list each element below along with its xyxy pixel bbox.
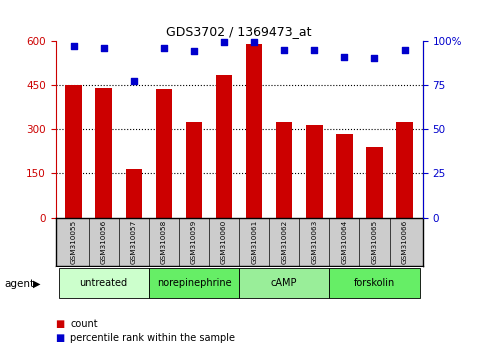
Bar xyxy=(276,122,293,218)
Text: agent: agent xyxy=(5,279,35,289)
Point xyxy=(401,47,409,52)
Bar xyxy=(156,89,172,218)
Text: GSM310063: GSM310063 xyxy=(312,219,317,264)
Text: GSM310058: GSM310058 xyxy=(161,219,167,264)
Point xyxy=(311,47,318,52)
Text: ■: ■ xyxy=(56,319,65,329)
Point xyxy=(130,79,138,84)
Text: count: count xyxy=(70,319,98,329)
Bar xyxy=(329,268,420,298)
Bar xyxy=(58,268,149,298)
Bar xyxy=(366,147,383,218)
Bar xyxy=(65,85,82,218)
Text: GSM310056: GSM310056 xyxy=(100,219,107,264)
Bar xyxy=(96,88,112,218)
Bar xyxy=(216,75,232,218)
Bar xyxy=(149,268,239,298)
Point xyxy=(100,45,108,51)
Text: GSM310066: GSM310066 xyxy=(401,219,408,264)
Text: GSM310065: GSM310065 xyxy=(371,219,378,264)
Title: GDS3702 / 1369473_at: GDS3702 / 1369473_at xyxy=(166,25,312,38)
Bar xyxy=(126,169,142,218)
Text: untreated: untreated xyxy=(80,278,128,288)
Bar xyxy=(185,122,202,218)
Bar xyxy=(239,268,329,298)
Text: ▶: ▶ xyxy=(32,279,40,289)
Text: GSM310057: GSM310057 xyxy=(131,219,137,264)
Bar xyxy=(336,133,353,218)
Text: percentile rank within the sample: percentile rank within the sample xyxy=(70,333,235,343)
Point xyxy=(341,54,348,59)
Point xyxy=(190,48,198,54)
Text: cAMP: cAMP xyxy=(271,278,298,288)
Bar xyxy=(396,122,413,218)
Point xyxy=(280,47,288,52)
Point xyxy=(220,40,228,45)
Point xyxy=(160,45,168,51)
Point xyxy=(70,43,77,49)
Text: GSM310055: GSM310055 xyxy=(71,219,77,264)
Text: GSM310062: GSM310062 xyxy=(281,219,287,264)
Point xyxy=(250,40,258,45)
Text: GSM310061: GSM310061 xyxy=(251,219,257,264)
Point xyxy=(370,56,378,61)
Bar xyxy=(306,125,323,218)
Text: norepinephrine: norepinephrine xyxy=(156,278,231,288)
Text: GSM310059: GSM310059 xyxy=(191,219,197,264)
Text: forskolin: forskolin xyxy=(354,278,395,288)
Bar xyxy=(246,44,262,218)
Text: GSM310060: GSM310060 xyxy=(221,219,227,264)
Text: ■: ■ xyxy=(56,333,65,343)
Text: GSM310064: GSM310064 xyxy=(341,219,347,264)
